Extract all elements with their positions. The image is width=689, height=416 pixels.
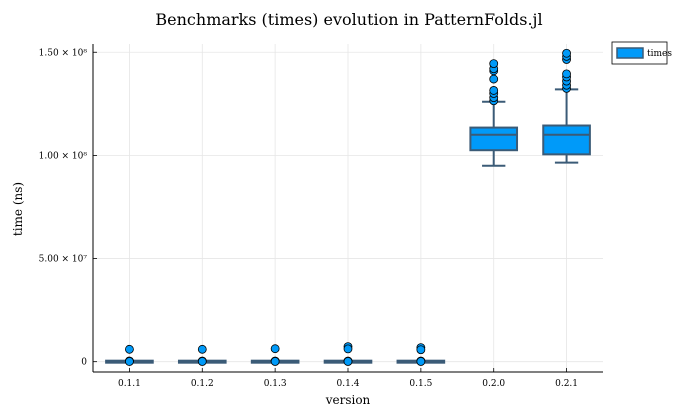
chart-title: Benchmarks (times) evolution in PatternF… (155, 10, 542, 29)
box-0.2.0 (469, 100, 519, 167)
outlier-point (416, 345, 426, 355)
y-tick-label: 1.50 × 10⁸ (39, 48, 88, 58)
outlier-point (343, 344, 353, 354)
legend-entry-times: times (647, 49, 672, 59)
y-tick-label: 5.00 × 10⁷ (39, 255, 88, 265)
outlier-point (489, 59, 499, 68)
outlier-point (270, 357, 280, 366)
x-tick-label: 0.1.4 (337, 379, 360, 389)
outlier-point (416, 357, 426, 366)
y-tick-label: 1.00 × 10⁸ (39, 151, 88, 161)
x-tick-label: 0.1.3 (264, 379, 287, 389)
outlier-point (343, 357, 353, 366)
outlier-point (197, 344, 207, 354)
outlier-point (125, 344, 134, 354)
x-tick-label: 0.1.5 (409, 379, 432, 389)
box-0.2.1 (542, 88, 591, 164)
outlier-point (562, 69, 571, 79)
x-tick-label: 0.1.1 (118, 379, 141, 389)
legend-swatch (616, 47, 644, 59)
x-tick-label: 0.2.0 (482, 379, 505, 389)
outlier-point (489, 74, 499, 84)
outlier-point (125, 357, 134, 366)
x-tick-label: 0.2.1 (555, 379, 578, 389)
y-tick-label: 0 (81, 358, 87, 368)
outlier-point (562, 48, 571, 58)
box-body (469, 126, 519, 152)
grid-lines (93, 44, 603, 372)
x-axis-label: version (325, 393, 371, 407)
outlier-point (270, 344, 280, 354)
outlier-point (197, 357, 207, 366)
x-tick-label: 0.1.2 (191, 379, 214, 389)
axes (92, 44, 603, 373)
legend: times (611, 41, 672, 65)
y-axis-label: time (ns) (11, 182, 25, 236)
outlier-point (489, 86, 499, 95)
box-body (542, 124, 591, 156)
outliers-layer (125, 48, 571, 366)
tick-labels: 0.1.1 0.1.2 0.1.3 0.1.4 0.1.5 0.2.0 0.2.1 0 5.00… (39, 48, 578, 389)
